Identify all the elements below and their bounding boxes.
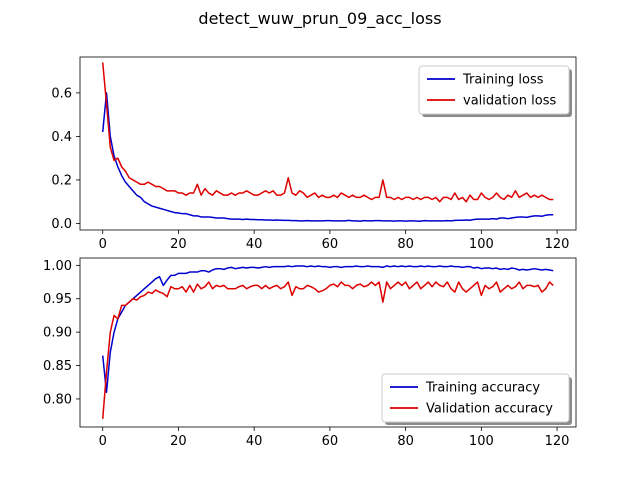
figure-title: detect_wuw_prun_09_acc_loss: [198, 9, 441, 29]
subplot-1: 0 20 40 60 80 100 120 0.0 0.2 0.4 0.6 Training loss…: [51, 56, 577, 252]
y-tick-label: 0.95: [43, 292, 72, 307]
legend-label: Training loss: [462, 73, 544, 88]
x-tick-label: 100: [469, 434, 494, 449]
series-line-1: [101, 92, 554, 222]
series-line-1: [101, 265, 554, 394]
legend-box: [381, 373, 570, 423]
legend: Training loss validation loss: [418, 65, 572, 117]
series-line-2: [101, 281, 554, 420]
axes-frame: [79, 257, 577, 428]
subplot-2: 0 20 40 60 80 100 120 0.80 0.85 0.90 0.95 1.00 Train…: [43, 257, 577, 449]
series-line-2: [101, 62, 554, 203]
x-tick-label: 80: [397, 237, 414, 252]
y-tick-label: 0.2: [51, 173, 72, 188]
y-tick-label: 0.80: [43, 392, 72, 407]
y-tick-label: 1.00: [43, 259, 72, 274]
y-tick-label: 0.90: [43, 326, 72, 341]
legend-label: Validation accuracy: [426, 402, 553, 417]
legend: Training accuracy Validation accuracy: [381, 373, 572, 425]
y-tick-label: 0.6: [51, 86, 72, 101]
legend-box: [418, 65, 570, 115]
x-tick-label: 0: [99, 237, 107, 252]
x-tick-label: 120: [545, 434, 570, 449]
x-tick-label: 100: [469, 237, 494, 252]
axes-frame: [79, 56, 577, 231]
x-tick-label: 20: [170, 434, 187, 449]
x-tick-label: 20: [170, 237, 187, 252]
x-tick-label: 40: [246, 237, 263, 252]
x-tick-label: 60: [322, 237, 339, 252]
legend-label: Training accuracy: [425, 381, 540, 396]
x-tick-label: 80: [397, 434, 414, 449]
y-tick-label: 0.4: [51, 130, 72, 145]
x-tick-label: 120: [545, 237, 570, 252]
legend-label: validation loss: [463, 94, 556, 109]
x-tick-label: 0: [99, 434, 107, 449]
x-tick-label: 40: [246, 434, 263, 449]
y-tick-label: 0.85: [43, 359, 72, 374]
x-tick-label: 60: [322, 434, 339, 449]
y-tick-label: 0.0: [51, 217, 72, 232]
